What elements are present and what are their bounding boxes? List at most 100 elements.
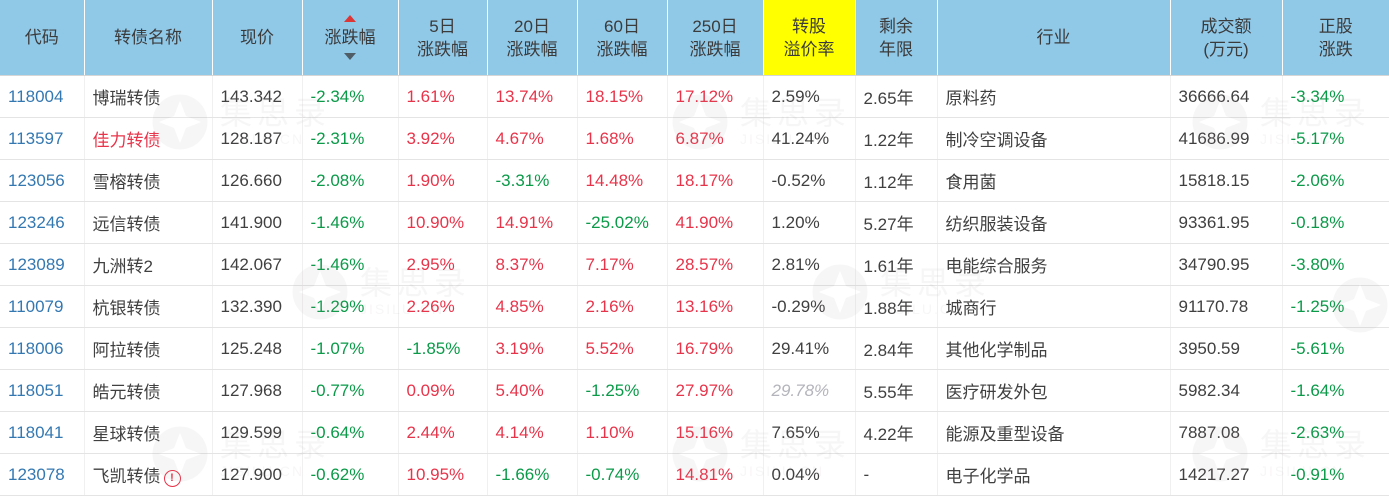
- cell-d5-value: 10.95%: [406, 464, 465, 484]
- col-header-stock_chg: 正股 涨跌: [1282, 0, 1389, 76]
- cell-d250: 15.16%: [667, 411, 764, 454]
- cell-name[interactable]: 博瑞转债: [84, 75, 213, 118]
- col-header-label: 涨跌幅: [596, 39, 648, 59]
- cell-name-value[interactable]: 星球转债: [92, 425, 161, 444]
- cell-name[interactable]: 皓元转债: [84, 369, 213, 412]
- cell-price-value: 127.900: [220, 464, 282, 484]
- col-header-label: 涨跌幅: [506, 39, 558, 59]
- sort-asc-icon[interactable]: [344, 15, 356, 22]
- cell-code-value[interactable]: 123078: [8, 464, 65, 484]
- cell-code[interactable]: 118004: [0, 75, 85, 118]
- cell-name[interactable]: 佳力转债: [84, 117, 213, 160]
- cell-code-value[interactable]: 123089: [8, 254, 65, 274]
- cell-d60: 2.16%: [577, 285, 668, 328]
- cell-d60-value: -25.02%: [585, 212, 649, 232]
- cell-code-value[interactable]: 118041: [8, 422, 64, 442]
- cell-d5: 3.92%: [398, 117, 488, 160]
- cell-turnover-value: 7887.08: [1178, 422, 1240, 442]
- cell-name-value[interactable]: 博瑞转债: [92, 89, 161, 108]
- sort-desc-icon[interactable]: [344, 53, 356, 60]
- cell-turnover: 5982.34: [1170, 369, 1283, 412]
- cell-code-value[interactable]: 123246: [8, 212, 65, 232]
- cell-name[interactable]: 远信转债: [84, 201, 213, 244]
- cell-code[interactable]: 113597: [0, 117, 85, 160]
- cell-price-value: 125.248: [220, 338, 282, 358]
- cell-d20: 3.19%: [487, 327, 578, 370]
- cell-code[interactable]: 123089: [0, 243, 85, 286]
- cell-name[interactable]: 杭银转债: [84, 285, 213, 328]
- cell-premium-value: 29.41%: [771, 338, 830, 358]
- cell-name[interactable]: 雪榕转债: [84, 159, 213, 202]
- cell-stock_chg: -0.91%: [1282, 453, 1389, 496]
- cell-d60: -0.74%: [577, 453, 668, 496]
- table-row: 113597 佳力转债 128.187 -2.31% 3.92% 4.67% 1.68% 6.…: [0, 117, 1389, 160]
- col-header-label: 溢价率: [783, 39, 835, 59]
- cell-chg-value: -1.46%: [310, 212, 365, 232]
- cell-code-value[interactable]: 113597: [8, 128, 64, 148]
- cell-name-value[interactable]: 九洲转2: [92, 257, 153, 276]
- col-header-label: 涨跌幅: [689, 39, 741, 59]
- cell-code-value[interactable]: 118004: [8, 86, 64, 106]
- cell-code[interactable]: 110079: [0, 285, 85, 328]
- cell-turnover: 93361.95: [1170, 201, 1283, 244]
- cell-price-value: 132.390: [220, 296, 282, 316]
- table-row: 118004 博瑞转债 143.342 -2.34% 1.61% 13.74% 18.15%…: [0, 75, 1389, 118]
- col-header-label: 年限: [879, 39, 913, 59]
- col-header-d20: 20日 涨跌幅: [487, 0, 578, 76]
- cell-name-value[interactable]: 皓元转债: [92, 383, 161, 402]
- warning-icon[interactable]: !: [163, 470, 181, 487]
- cell-turnover: 41686.99: [1170, 117, 1283, 160]
- cell-name[interactable]: 飞凯转债!: [84, 453, 213, 496]
- cell-code-value[interactable]: 118051: [8, 380, 64, 400]
- cell-code[interactable]: 118041: [0, 411, 85, 454]
- cell-stock_chg: -0.18%: [1282, 201, 1389, 244]
- cell-name-value[interactable]: 阿拉转债: [92, 341, 161, 360]
- col-header-label: (万元): [1203, 39, 1249, 59]
- cell-years-value: 1.12年: [863, 173, 914, 192]
- cell-chg-value: -2.31%: [310, 128, 365, 148]
- cell-chg-value: -1.46%: [310, 254, 365, 274]
- cell-d5: 10.95%: [398, 453, 488, 496]
- cell-d20: 5.40%: [487, 369, 578, 412]
- cell-price: 125.248: [212, 327, 303, 370]
- cell-name-value[interactable]: 雪榕转债: [92, 173, 161, 192]
- col-header-chg[interactable]: 涨跌幅: [302, 0, 399, 76]
- cell-d250: 28.57%: [667, 243, 764, 286]
- cell-d5-value: 1.61%: [406, 86, 455, 106]
- cell-name-value[interactable]: 远信转债: [92, 215, 161, 234]
- cell-name[interactable]: 九洲转2: [84, 243, 213, 286]
- cell-premium: 29.41%: [763, 327, 856, 370]
- cell-d250-value: 6.87%: [675, 128, 724, 148]
- cell-turnover-value: 41686.99: [1178, 128, 1250, 148]
- cell-turnover-value: 36666.64: [1178, 86, 1250, 106]
- cell-name-value[interactable]: 佳力转债: [92, 131, 161, 150]
- cell-name-value[interactable]: 飞凯转债: [92, 467, 161, 486]
- cell-d60: 14.48%: [577, 159, 668, 202]
- col-header-d250: 250日 涨跌幅: [667, 0, 764, 76]
- cell-name[interactable]: 星球转债: [84, 411, 213, 454]
- cell-premium-value: 2.59%: [771, 86, 820, 106]
- cell-years-value: 5.55年: [863, 383, 914, 402]
- cell-code[interactable]: 123078: [0, 453, 85, 496]
- cell-industry: 医疗研发外包: [937, 369, 1171, 412]
- cell-code[interactable]: 118006: [0, 327, 85, 370]
- cell-code-value[interactable]: 118006: [8, 338, 64, 358]
- cell-chg-value: -2.34%: [310, 86, 365, 106]
- cell-d60: 1.68%: [577, 117, 668, 160]
- cell-code-value[interactable]: 110079: [8, 296, 64, 316]
- col-header-turnover: 成交额 (万元): [1170, 0, 1283, 76]
- cell-price: 126.660: [212, 159, 303, 202]
- cell-code[interactable]: 123056: [0, 159, 85, 202]
- cell-d60-value: 5.52%: [585, 338, 634, 358]
- cell-price: 142.067: [212, 243, 303, 286]
- cell-name[interactable]: 阿拉转债: [84, 327, 213, 370]
- cell-code[interactable]: 123246: [0, 201, 85, 244]
- cell-d60-value: 18.15%: [585, 86, 644, 106]
- col-header-label: 5日: [429, 16, 456, 36]
- cell-code-value[interactable]: 123056: [8, 170, 65, 190]
- cell-name-value[interactable]: 杭银转债: [92, 299, 161, 318]
- cell-code[interactable]: 118051: [0, 369, 85, 412]
- cell-d20: 4.67%: [487, 117, 578, 160]
- cell-d250: 13.16%: [667, 285, 764, 328]
- cell-d20: -1.66%: [487, 453, 578, 496]
